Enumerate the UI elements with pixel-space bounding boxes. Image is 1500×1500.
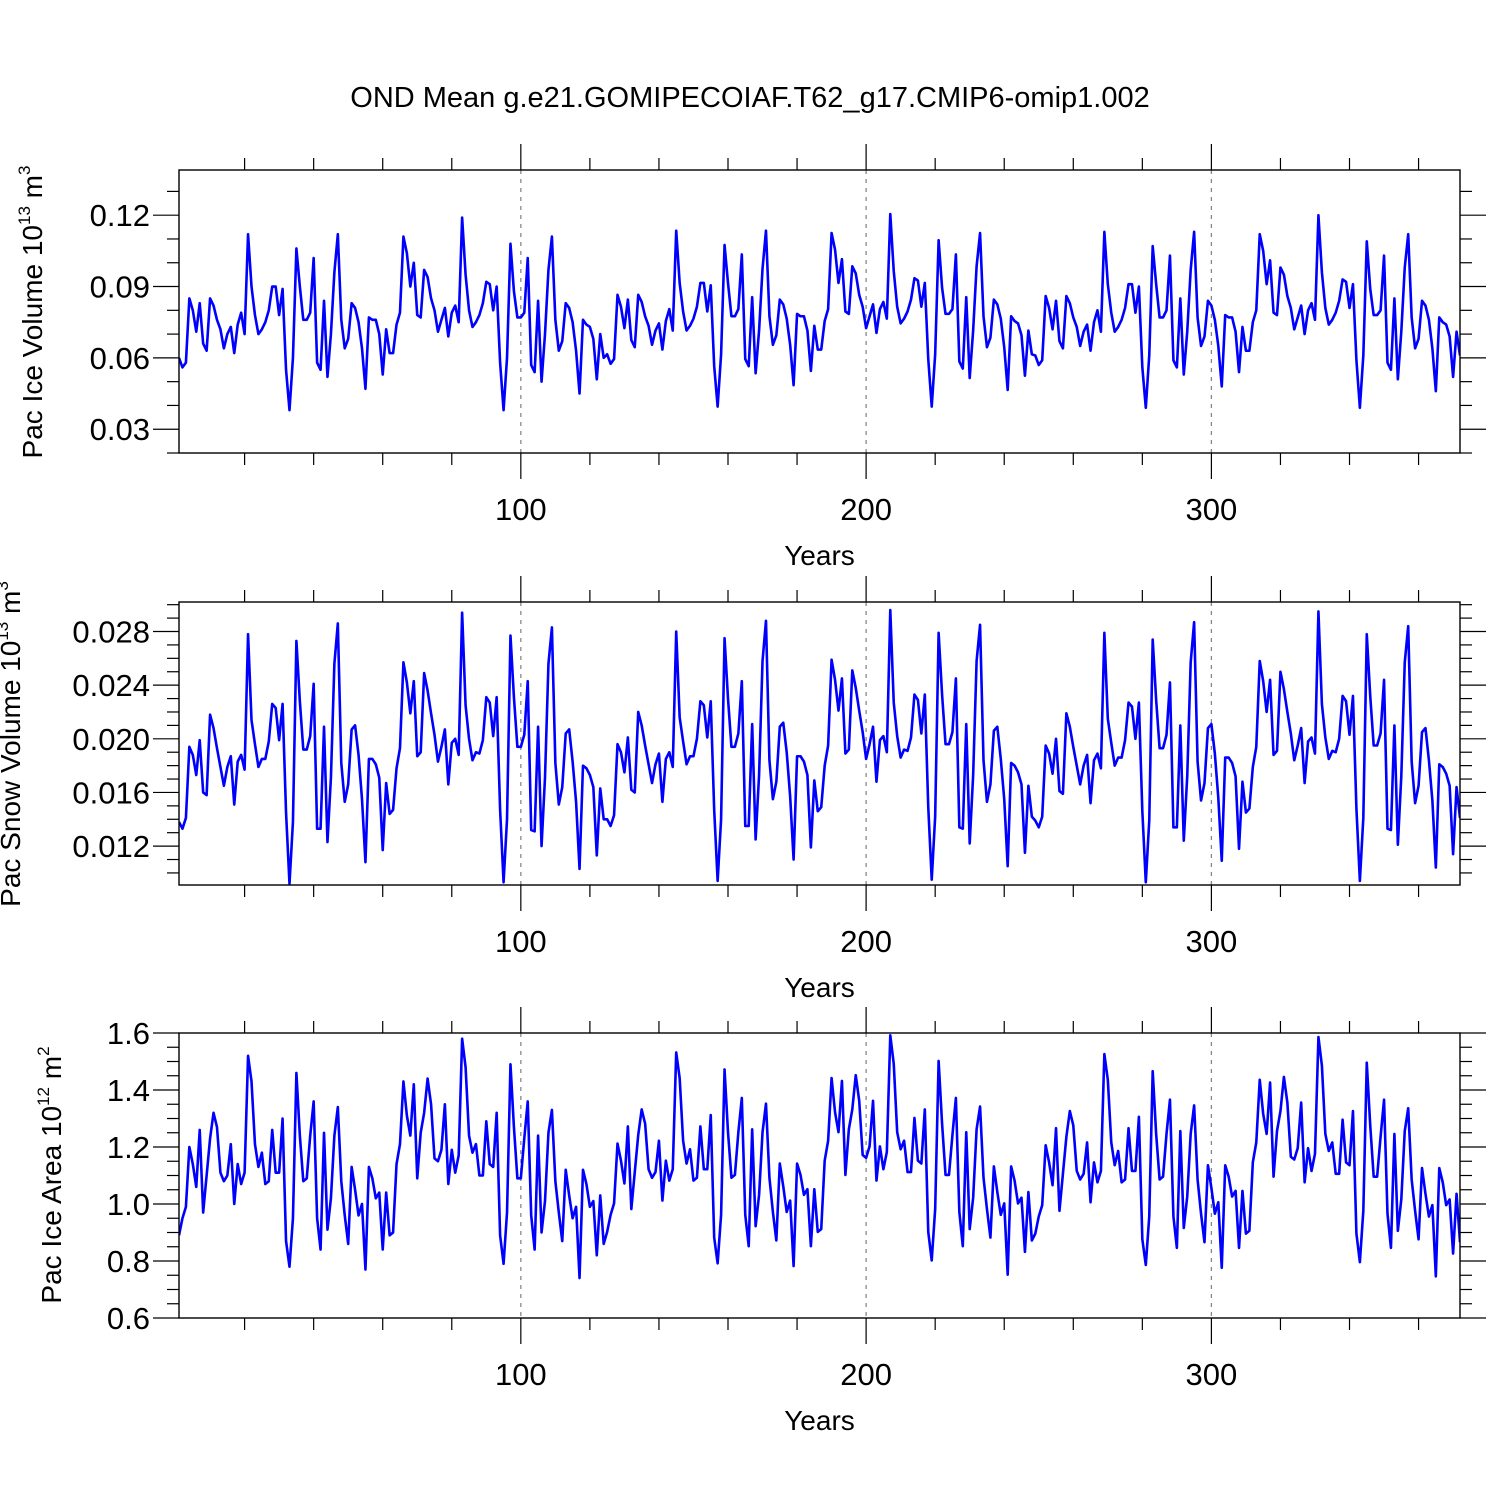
y-tick-label: 0.09 bbox=[90, 270, 150, 305]
y-axis-label: Pac Snow Volume 1013 m3 bbox=[0, 581, 26, 907]
plot-frame bbox=[178, 601, 1461, 886]
x-axis-label: Years bbox=[784, 1405, 855, 1436]
x-tick-label: 300 bbox=[1186, 492, 1238, 527]
x-axis-label: Years bbox=[784, 972, 855, 1003]
x-tick-label: 300 bbox=[1186, 924, 1238, 959]
panel-1: 100 200 300 Years 0.03 0.06 0.09 0.12 Pac Ice Vo… bbox=[15, 144, 1486, 571]
y-tick-label: 0.024 bbox=[72, 668, 150, 703]
y-tick-label: 1.6 bbox=[107, 1016, 150, 1051]
y-tick-label: 1.4 bbox=[107, 1073, 150, 1108]
series-line bbox=[179, 1033, 1460, 1280]
series-line bbox=[179, 608, 1460, 885]
panels: 100 200 300 Years 0.03 0.06 0.09 0.12 Pac Ice Vo… bbox=[0, 144, 1486, 1436]
y-tick-label: 0.12 bbox=[90, 198, 150, 233]
y-axis-label: Pac Ice Volume 1013 m3 bbox=[15, 166, 48, 459]
panel-3: 100 200 300 Years 0.6 0.8 1.0 1.2 1.4 1.6 Pac Ice … bbox=[34, 1007, 1486, 1436]
x-tick-label: 200 bbox=[840, 1357, 892, 1392]
x-tick-label: 300 bbox=[1186, 1357, 1238, 1392]
y-tick-label: 1.2 bbox=[107, 1130, 150, 1165]
y-tick-label: 0.020 bbox=[72, 722, 150, 757]
y-axis-label: Pac Ice Area 1012 m2 bbox=[34, 1046, 67, 1303]
y-tick-label: 0.016 bbox=[72, 775, 150, 810]
panel-2: 100 200 300 Years 0.012 0.016 0.020 0.024 0.028 P… bbox=[0, 576, 1486, 1003]
y-tick-label: 0.028 bbox=[72, 615, 150, 650]
x-tick-label: 100 bbox=[495, 924, 547, 959]
y-tick-label: 0.6 bbox=[107, 1301, 150, 1336]
x-tick-label: 200 bbox=[840, 924, 892, 959]
y-tick-label: 0.8 bbox=[107, 1244, 150, 1279]
x-axis-label: Years bbox=[784, 540, 855, 571]
y-tick-label: 0.06 bbox=[90, 341, 150, 376]
y-tick-label: 0.03 bbox=[90, 412, 150, 447]
x-tick-label: 100 bbox=[495, 492, 547, 527]
y-tick-label: 0.012 bbox=[72, 829, 150, 864]
y-tick-label: 1.0 bbox=[107, 1187, 150, 1222]
plot-frame bbox=[178, 169, 1461, 454]
series-line bbox=[179, 212, 1460, 412]
x-tick-label: 100 bbox=[495, 1357, 547, 1392]
x-tick-label: 200 bbox=[840, 492, 892, 527]
chart-title: OND Mean g.e21.GOMIPECOIAF.T62_g17.CMIP6… bbox=[350, 82, 1149, 114]
